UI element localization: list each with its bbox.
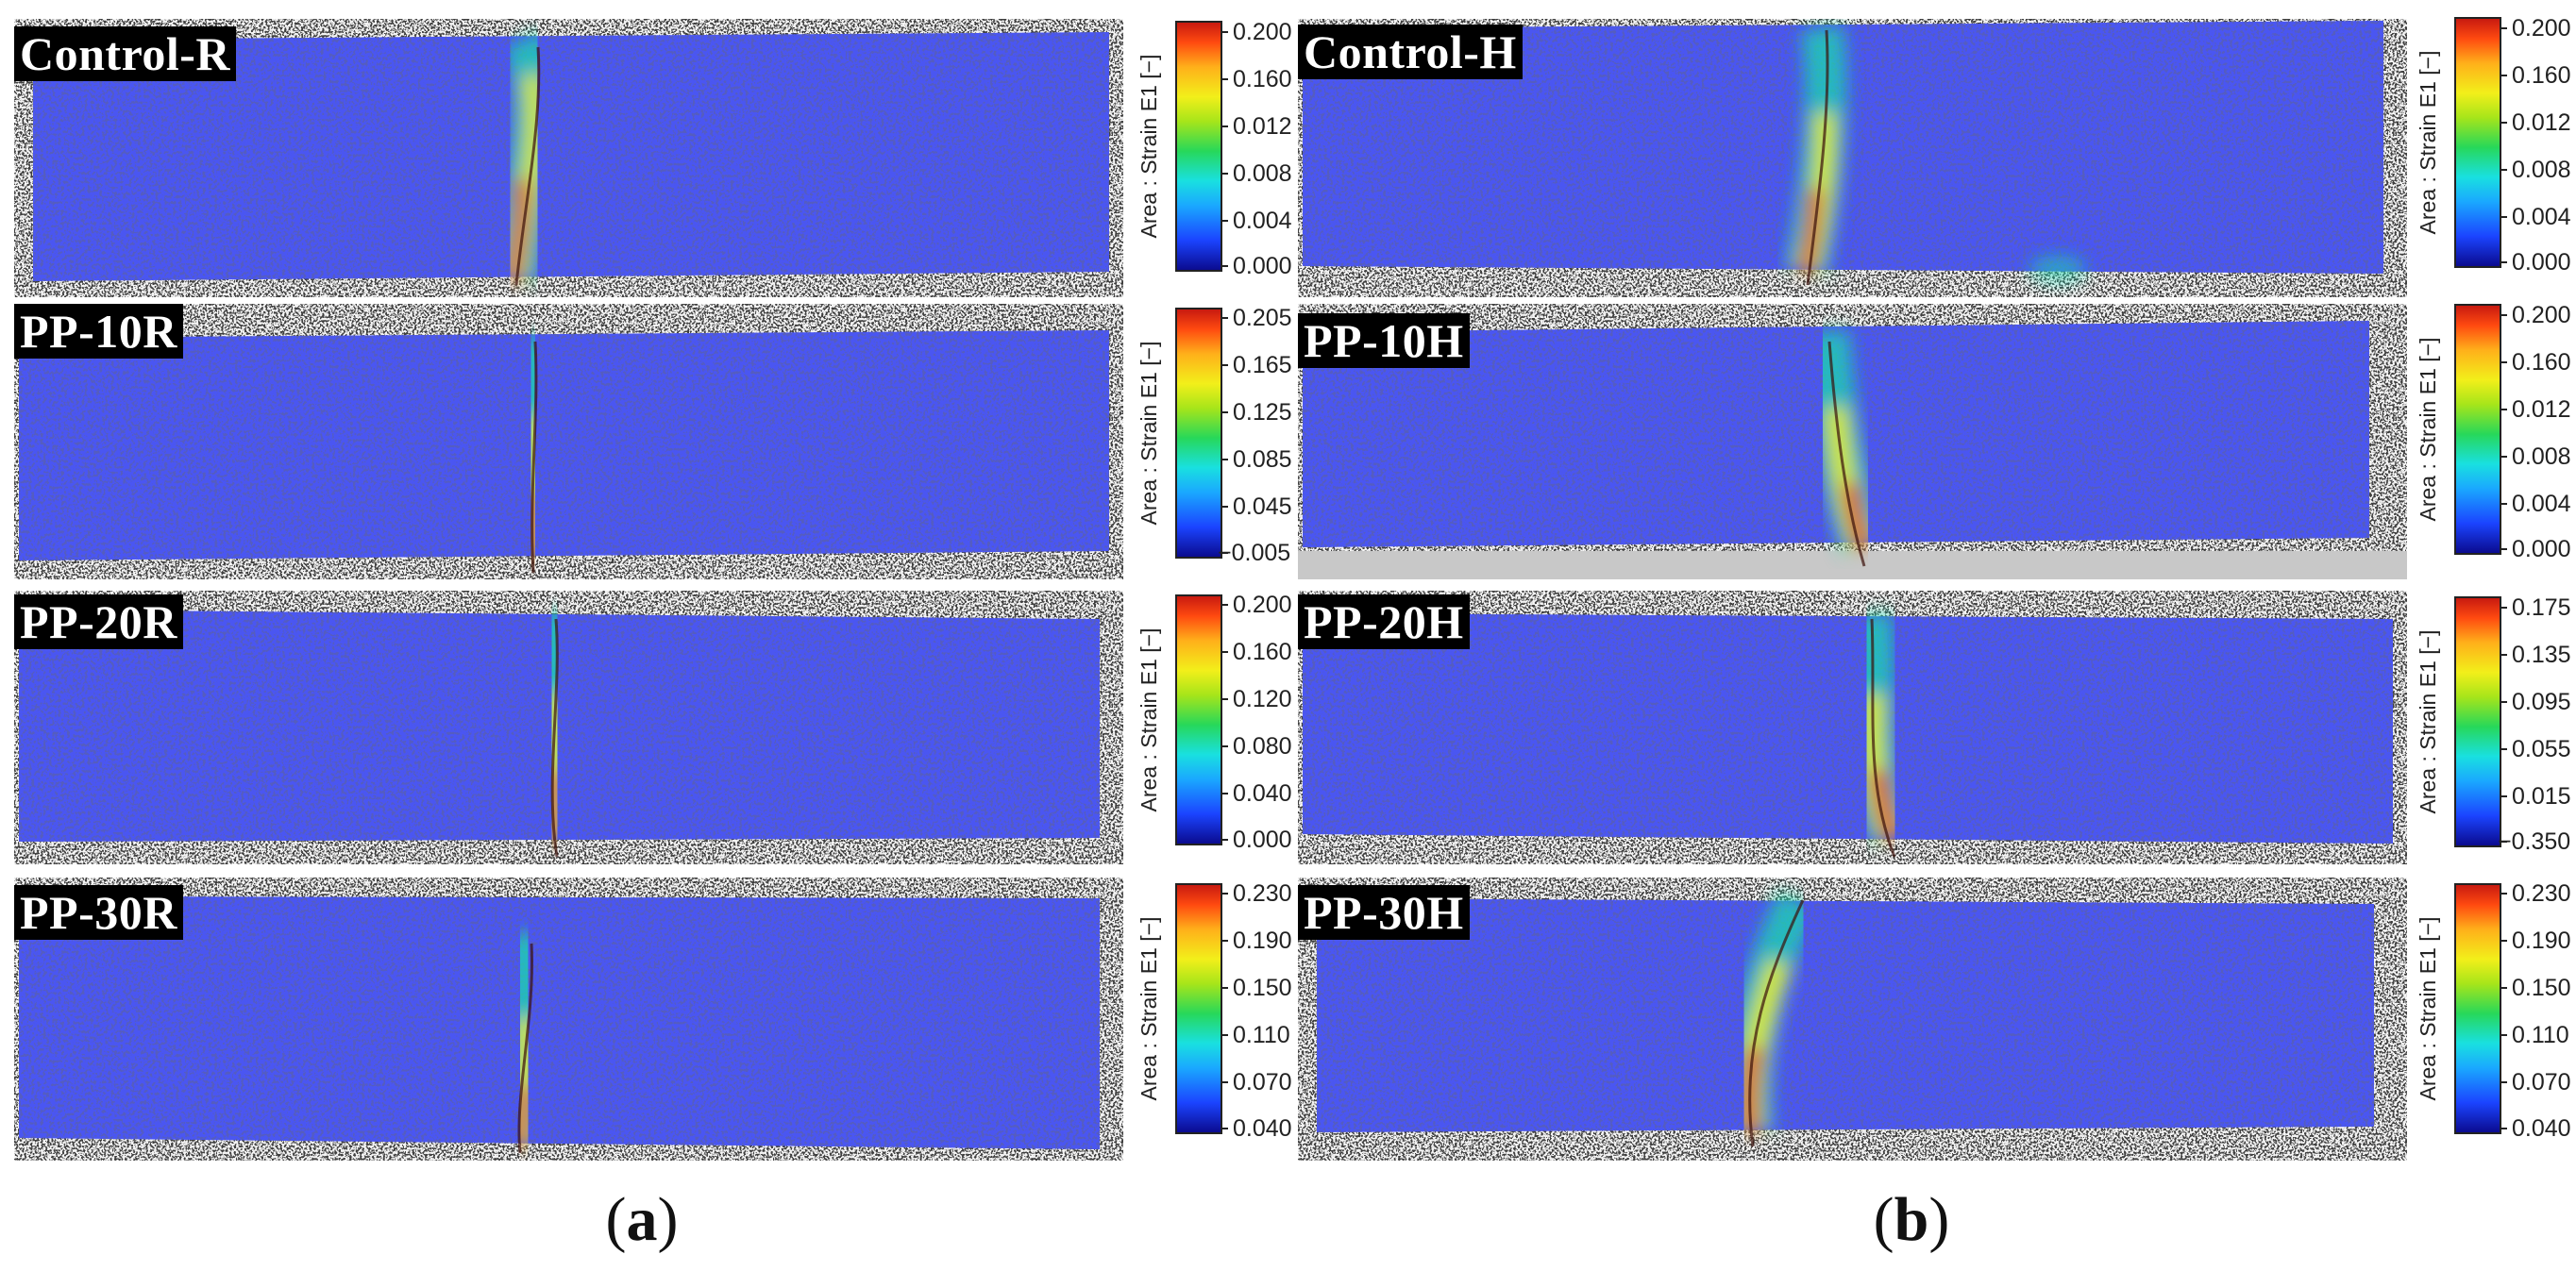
colorbar-title: Area : Strain E1 [−] [1136,341,1161,526]
dic-strain-map [14,304,1123,579]
specimen-label: PP-20H [1298,594,1470,649]
tick-label: 0.200 [1233,592,1292,618]
colorbar [2454,883,2501,1134]
tick-label: 0.165 [1233,352,1292,378]
tick-label: 0.008 [1233,160,1292,187]
specimen-pp-10h: PP-10H [1298,304,2407,579]
specimen-control-h: Control-H [1298,19,2407,297]
tick-label: 0.200 [1233,19,1292,45]
tick-label: 0.160 [1233,639,1292,665]
tick-label: 0.045 [1233,493,1292,520]
colorbar-title: Area : Strain E1 [−] [2416,629,2440,814]
colorbar [1175,308,1222,559]
colorbar-title: Area : Strain E1 [−] [2416,916,2440,1101]
specimen-label: Control-H [1298,25,1523,79]
specimen-pp-30r: PP-30R [14,878,1123,1161]
tick-label: 0.012 [2512,396,2571,423]
specimen-pp-30h: PP-30H [1298,878,2407,1161]
tick-label: 0.205 [1233,305,1292,331]
colorbar-title: Area : Strain E1 [−] [2416,337,2440,522]
tick-label: 0.110 [2512,1022,2569,1048]
specimen-control-r: Control-R [14,19,1123,297]
tick-label: 0.012 [1233,113,1292,140]
tick-label: 0.004 [2512,204,2571,230]
tick-label: 0.230 [2512,880,2571,907]
tick-label: 0.012 [2512,109,2571,136]
colorbar-title: Area : Strain E1 [−] [1136,627,1161,812]
specimen-pp-20r: PP-20R [14,591,1123,864]
tick-label: 0.000 [1233,827,1292,853]
tick-label: 0.095 [2512,689,2571,715]
specimen-label: PP-30H [1298,885,1470,940]
tick-label: 0.040 [2512,1115,2571,1142]
specimen-label: Control-R [14,26,237,81]
dic-strain-map [1298,304,2407,579]
tick-label: 0.230 [1233,880,1292,907]
colorbar [1175,883,1222,1134]
colorbar [1175,594,1222,845]
tick-label: 0.008 [2512,157,2571,183]
tick-label: 0.080 [1233,733,1292,760]
tick-label: 0.160 [1233,66,1292,92]
tick-label: 0.160 [2512,349,2571,376]
tick-label: 0.200 [2512,15,2571,42]
colorbar [2454,304,2501,555]
tick-label: 0.000 [2512,536,2571,562]
dic-strain-map [1298,591,2407,864]
tick-label: 0.055 [2512,736,2571,762]
tick-label: 0.120 [1233,686,1292,712]
tick-label: 0.150 [1233,975,1292,1001]
colorbar-title: Area : Strain E1 [−] [1136,54,1161,239]
dic-strain-map [14,591,1123,864]
dic-strain-map [1298,878,2407,1161]
tick-label: 0.085 [1233,446,1292,473]
dic-strain-map [1298,19,2407,297]
tick-label: 0.160 [2512,62,2571,89]
panel-label: (a) [605,1185,679,1254]
tick-label: 0.190 [2512,928,2571,954]
specimen-label: PP-20R [14,594,183,649]
panel-a: Control-R Area : Strain E1 [−] 0.200 0.1… [14,19,1292,1254]
tick-label: 0.015 [2512,783,2571,810]
tick-label: 0.200 [2512,302,2571,328]
tick-label: 0.125 [1233,399,1292,426]
tick-label: −0.350 [2498,828,2571,855]
tick-label: 0.004 [1233,208,1292,234]
colorbar [1175,21,1222,272]
tick-label: 0.070 [2512,1069,2571,1095]
colorbar [2454,596,2501,847]
dic-strain-map [14,19,1123,297]
tick-label: 0.040 [1233,1115,1292,1142]
specimen-label: PP-30R [14,885,183,940]
panel-label: (b) [1873,1185,1950,1254]
tick-label: 0.135 [2512,642,2571,668]
panel-b: Control-H Area : Strain E1 [−] 0.200 0.1… [1293,0,2576,1271]
tick-label: 0.175 [2512,594,2571,621]
tick-label: 0.040 [1233,780,1292,807]
tick-label: 0.000 [1233,253,1292,279]
colorbar-title: Area : Strain E1 [−] [2416,50,2440,235]
specimen-pp-10r: PP-10R [14,304,1123,579]
colorbar-title: Area : Strain E1 [−] [1136,916,1161,1101]
dic-strain-map [14,878,1123,1161]
tick-label: 0.008 [2512,443,2571,470]
tick-label: 0.110 [1233,1022,1290,1048]
tick-label: 0.190 [1233,928,1292,954]
colorbar [2454,17,2501,268]
specimen-label: PP-10R [14,304,183,359]
tick-label: 0.000 [2512,249,2571,276]
tick-label: 0.150 [2512,975,2571,1001]
tick-label: 0.070 [1233,1069,1292,1095]
specimen-label: PP-10H [1298,313,1470,368]
tick-label: −0.005 [1218,540,1291,566]
specimen-pp-20h: PP-20H [1298,591,2407,864]
tick-label: 0.004 [2512,491,2571,517]
